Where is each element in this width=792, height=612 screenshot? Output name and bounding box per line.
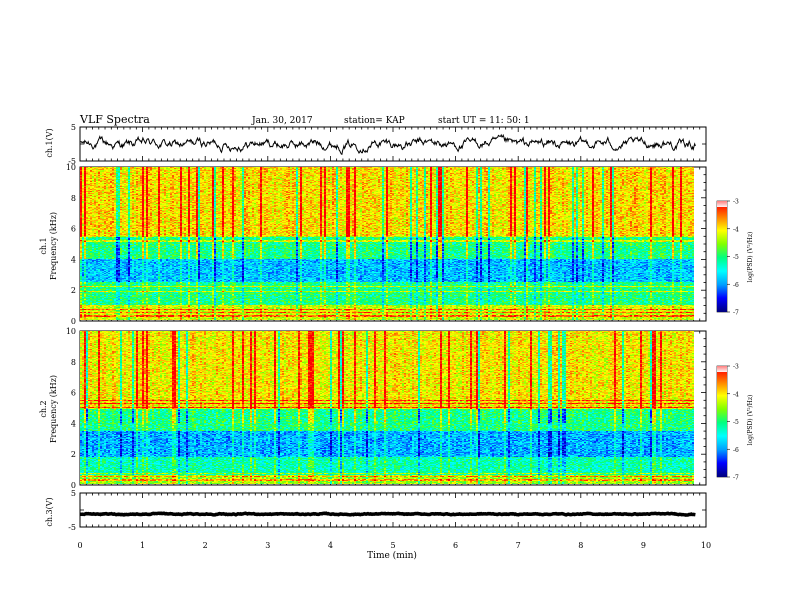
ch1-waveform-panel: 5 -5	[68, 123, 707, 166]
ch3-waveform-ylabel: ch.3(V)	[45, 497, 54, 526]
ch2-colorbar-tick-label: -6	[733, 447, 739, 454]
xaxis-tick-label: 7	[516, 541, 521, 550]
ch1-colorbar	[717, 201, 727, 312]
xaxis-label: Time (min)	[367, 550, 417, 561]
xaxis-tick-label: 8	[578, 541, 583, 550]
xaxis-tick-label: 2	[203, 541, 208, 550]
xaxis-tick-label: 6	[453, 541, 458, 550]
ch1-colorbar-tick-label: -5	[733, 254, 739, 261]
ch1-spectrogram-ytick-label: 6	[71, 225, 76, 234]
ch1-spectrogram-ylabel-line1: ch.1	[39, 237, 48, 254]
ch1-colorbar-tick-label: -4	[733, 226, 739, 233]
figure-title: VLF Spectra	[79, 113, 150, 126]
ch3-waveform-panel: 5 -5	[68, 489, 707, 532]
ch1-spectrogram-ytick-label: 2	[71, 286, 76, 295]
figure-start-time: start UT = 11: 50: 1	[438, 116, 530, 126]
ch3-waveform-frame	[79, 492, 707, 528]
ch1-waveform-ylabel: ch.1(V)	[45, 128, 54, 157]
ch2-spectrogram-ytick-label: 2	[71, 450, 76, 459]
xaxis-tick-label: 3	[265, 541, 270, 550]
ch2-spectrogram-image	[80, 331, 694, 484]
ch1-waveform-frame	[79, 126, 707, 162]
ch3-waveform-ytick-label: 5	[71, 489, 76, 498]
ch2-colorbar-tick-label: -4	[733, 391, 739, 398]
ch1-waveform-ytick-label: 5	[71, 123, 76, 132]
ch2-spectrogram-ylabel-line1: ch.2	[39, 400, 48, 417]
ch3-waveform-trace	[79, 511, 696, 517]
ch2-colorbar-tick-label: -7	[733, 475, 739, 482]
ch1-spectrogram-ytick-label: 0	[71, 317, 76, 326]
xaxis-tick-label: 0	[77, 541, 82, 550]
ch2-spectrogram-ytick-label: 6	[71, 389, 76, 398]
ch1-colorbar-label: log(PSD) (V²/Hz)	[747, 232, 754, 283]
ch1-waveform-trace	[79, 133, 696, 156]
ch2-colorbar-tick-label: -5	[733, 419, 739, 426]
ch1-spectrogram-ytick-label: 4	[71, 255, 76, 264]
ch1-colorbar-tick-label: -6	[733, 282, 739, 289]
ch3-waveform-ytick-label: -5	[68, 523, 76, 532]
xaxis-tick-label: 5	[390, 541, 395, 550]
xaxis-tick-label: 4	[328, 541, 333, 550]
ch1-spectrogram-ylabel-line2: Frequency (kHz)	[49, 212, 58, 280]
xaxis-tick-label: 1	[140, 541, 145, 550]
ch2-spectrogram-ytick-label: 10	[66, 327, 76, 336]
ch2-spectrogram-ytick-label: 4	[71, 419, 76, 428]
ch1-spectrogram-image	[80, 167, 694, 320]
figure-station: station= KAP	[344, 116, 405, 126]
ch1-spectrogram-ytick-label: 10	[66, 163, 76, 172]
xaxis-tick-label: 9	[641, 541, 646, 550]
ch2-spectrogram-ylabel-line2: Frequency (kHz)	[49, 375, 58, 443]
xaxis-tick-label: 10	[701, 541, 711, 550]
ch2-colorbar-tick-label: -3	[733, 364, 739, 371]
ch2-colorbar	[717, 366, 727, 477]
figure-date: Jan. 30, 2017	[251, 116, 313, 126]
ch2-spectrogram-ytick-label: 0	[71, 481, 76, 490]
ch1-colorbar-tick-label: -7	[733, 310, 739, 317]
ch2-spectrogram-ytick-label: 8	[71, 358, 76, 367]
ch2-colorbar-label: log(PSD) (V²/Hz)	[747, 395, 754, 446]
ch1-colorbar-tick-label: -3	[733, 199, 739, 206]
ch1-waveform-ytick-label: -5	[68, 157, 76, 166]
ch1-spectrogram-ytick-label: 8	[71, 194, 76, 203]
